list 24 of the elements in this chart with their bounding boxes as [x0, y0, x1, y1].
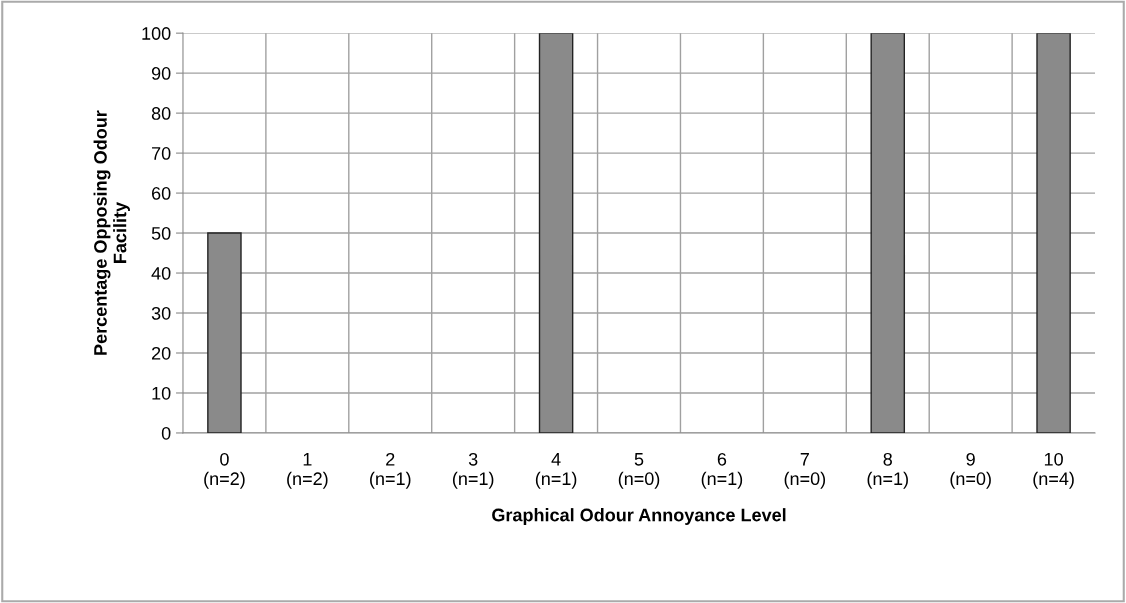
x-tick-label: 9 (n=0) — [950, 452, 991, 489]
x-tick-label: 6 (n=1) — [701, 452, 743, 489]
x-tick-label: 4 (n=1) — [535, 453, 577, 489]
x-tick-label: 3 (n=1) — [452, 452, 494, 489]
y-tick-label: 50 — [151, 226, 171, 240]
y-tick-label: 70 — [152, 147, 171, 160]
x-tick-label: 10 (n=4) — [1033, 452, 1074, 489]
y-tick-label: 60 — [152, 187, 171, 200]
x-axis-title: Graphical Odour Annoyance Level — [492, 508, 786, 525]
x-tick-label: 8 (n=1) — [867, 452, 908, 489]
x-tick-label: 2 (n=1) — [370, 452, 411, 489]
x-tick-label: 7 (n=0) — [784, 453, 826, 489]
y-axis-title: Percentage Opposing Odour Facility — [93, 110, 130, 355]
y-tick-label: 0 — [161, 426, 171, 440]
y-tick-label: 80 — [151, 107, 171, 120]
y-tick-label: 20 — [152, 346, 171, 360]
y-tick-label: 40 — [151, 266, 171, 280]
y-tick-label: 10 — [152, 386, 171, 400]
y-tick-label: 30 — [151, 306, 171, 320]
x-tick-label: 0 (n=2) — [204, 452, 245, 489]
x-tick-label: 1 (n=2) — [287, 453, 328, 489]
y-tick-label: 90 — [151, 67, 171, 80]
x-tick-label: 5 (n=0) — [618, 453, 660, 489]
y-tick-label: 100 — [142, 27, 171, 40]
